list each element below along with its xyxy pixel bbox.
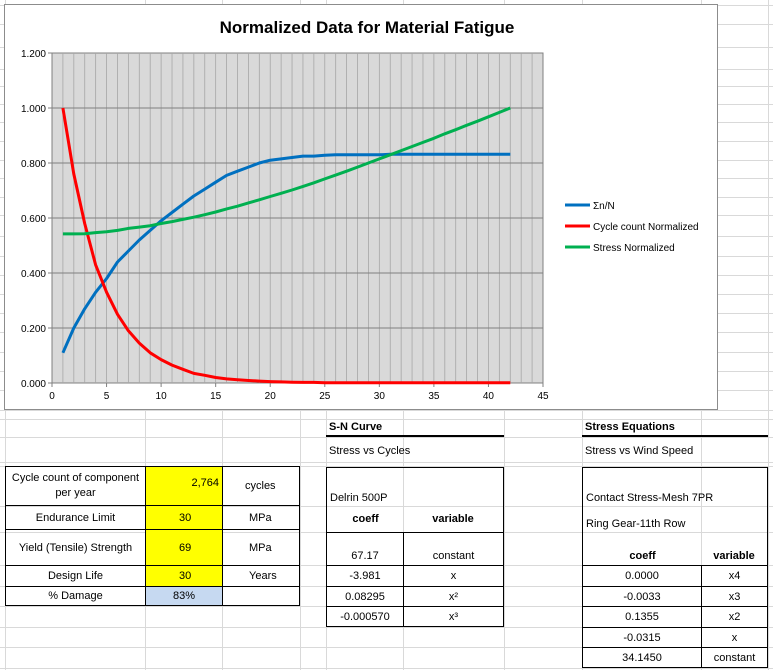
y-tick-label: 0.200 bbox=[21, 324, 46, 335]
series-line-1[interactable] bbox=[61, 107, 511, 385]
sn-curve-subtitle: Stress vs Cycles bbox=[329, 445, 411, 457]
line-chart: Normalized Data for Material Fatigue 0.00… bbox=[21, 18, 699, 402]
x-tick-label: 30 bbox=[374, 391, 386, 402]
se-row-coeff: 0.0000 bbox=[582, 565, 702, 587]
y-tick-label: 0.400 bbox=[21, 269, 46, 280]
se-variable-header: variable bbox=[701, 532, 768, 566]
sn-coeff-header: coeff bbox=[326, 506, 404, 533]
x-tick-label: 5 bbox=[104, 391, 110, 402]
se-row-variable: constant bbox=[701, 647, 768, 668]
x-tick-label: 20 bbox=[265, 391, 277, 402]
x-tick-label: 40 bbox=[483, 391, 495, 402]
se-row-variable: x4 bbox=[701, 565, 768, 587]
cycle-count-label: Cycle count of component per year bbox=[5, 466, 146, 506]
stress-equations-line2: Ring Gear-11th Row bbox=[582, 506, 768, 533]
x-tick-label: 25 bbox=[319, 391, 331, 402]
yield-strength-unit: MPa bbox=[222, 529, 300, 566]
x-tick-label: 0 bbox=[49, 391, 55, 402]
se-row-coeff: 0.1355 bbox=[582, 606, 702, 628]
x-tick-label: 10 bbox=[156, 391, 168, 402]
sn-row-coeff: -3.981 bbox=[326, 565, 404, 587]
design-life-label: Design Life bbox=[5, 565, 146, 587]
damage-value[interactable]: 83% bbox=[145, 586, 223, 606]
se-row-coeff: -0.0033 bbox=[582, 586, 702, 607]
endurance-limit-value[interactable]: 30 bbox=[145, 505, 223, 530]
series-line-2[interactable] bbox=[62, 106, 511, 236]
sn-row-variable: x bbox=[403, 565, 504, 587]
y-tick-label: 0.000 bbox=[21, 379, 46, 390]
se-row-variable: x2 bbox=[701, 606, 768, 628]
y-tick-label: 1.000 bbox=[21, 104, 46, 115]
sn-row-variable: constant bbox=[403, 532, 504, 566]
cycle-count-value[interactable]: 2,764 bbox=[145, 466, 223, 506]
legend-label: Σn/N bbox=[593, 201, 615, 212]
series-line-0[interactable] bbox=[61, 152, 511, 354]
stress-equations-line1: Contact Stress-Mesh 7PR bbox=[582, 467, 768, 507]
endurance-limit-label: Endurance Limit bbox=[5, 505, 146, 530]
design-life-value[interactable]: 30 bbox=[145, 565, 223, 587]
sn-curve-title: S-N Curve bbox=[326, 419, 504, 437]
se-row-coeff: -0.0315 bbox=[582, 627, 702, 648]
design-life-unit: Years bbox=[222, 565, 300, 587]
sn-material: Delrin 500P bbox=[326, 467, 504, 507]
x-tick-label: 15 bbox=[210, 391, 222, 402]
sn-row-coeff: 0.08295 bbox=[326, 586, 404, 607]
sn-row-coeff: 67.17 bbox=[326, 532, 404, 566]
chart-area[interactable]: Normalized Data for Material Fatigue 0.00… bbox=[4, 4, 718, 410]
y-tick-label: 0.800 bbox=[21, 159, 46, 170]
se-row-variable: x3 bbox=[701, 586, 768, 607]
sn-row-coeff: -0.000570 bbox=[326, 606, 404, 627]
endurance-limit-unit: MPa bbox=[222, 505, 300, 530]
legend-label: Stress Normalized bbox=[593, 243, 675, 254]
stress-equations-subtitle: Stress vs Wind Speed bbox=[585, 445, 694, 457]
sn-row-variable: x³ bbox=[403, 606, 504, 627]
stress-equations-title: Stress Equations bbox=[582, 419, 768, 437]
se-coeff-header: coeff bbox=[582, 532, 702, 566]
x-tick-label: 45 bbox=[537, 391, 549, 402]
x-tick-label: 35 bbox=[428, 391, 440, 402]
y-tick-label: 0.600 bbox=[21, 214, 46, 225]
y-tick-label: 1.200 bbox=[21, 49, 46, 60]
sn-variable-header: variable bbox=[403, 506, 504, 533]
damage-empty-cell bbox=[222, 586, 300, 606]
yield-strength-label: Yield (Tensile) Strength bbox=[5, 529, 146, 566]
se-row-coeff: 34.1450 bbox=[582, 647, 702, 668]
cycle-count-unit: cycles bbox=[222, 466, 300, 506]
damage-label: % Damage bbox=[5, 586, 146, 606]
chart-title: Normalized Data for Material Fatigue bbox=[220, 18, 515, 37]
se-row-variable: x bbox=[701, 627, 768, 648]
yield-strength-value[interactable]: 69 bbox=[145, 529, 223, 566]
sn-row-variable: x² bbox=[403, 586, 504, 607]
legend-label: Cycle count Normalized bbox=[593, 222, 699, 233]
